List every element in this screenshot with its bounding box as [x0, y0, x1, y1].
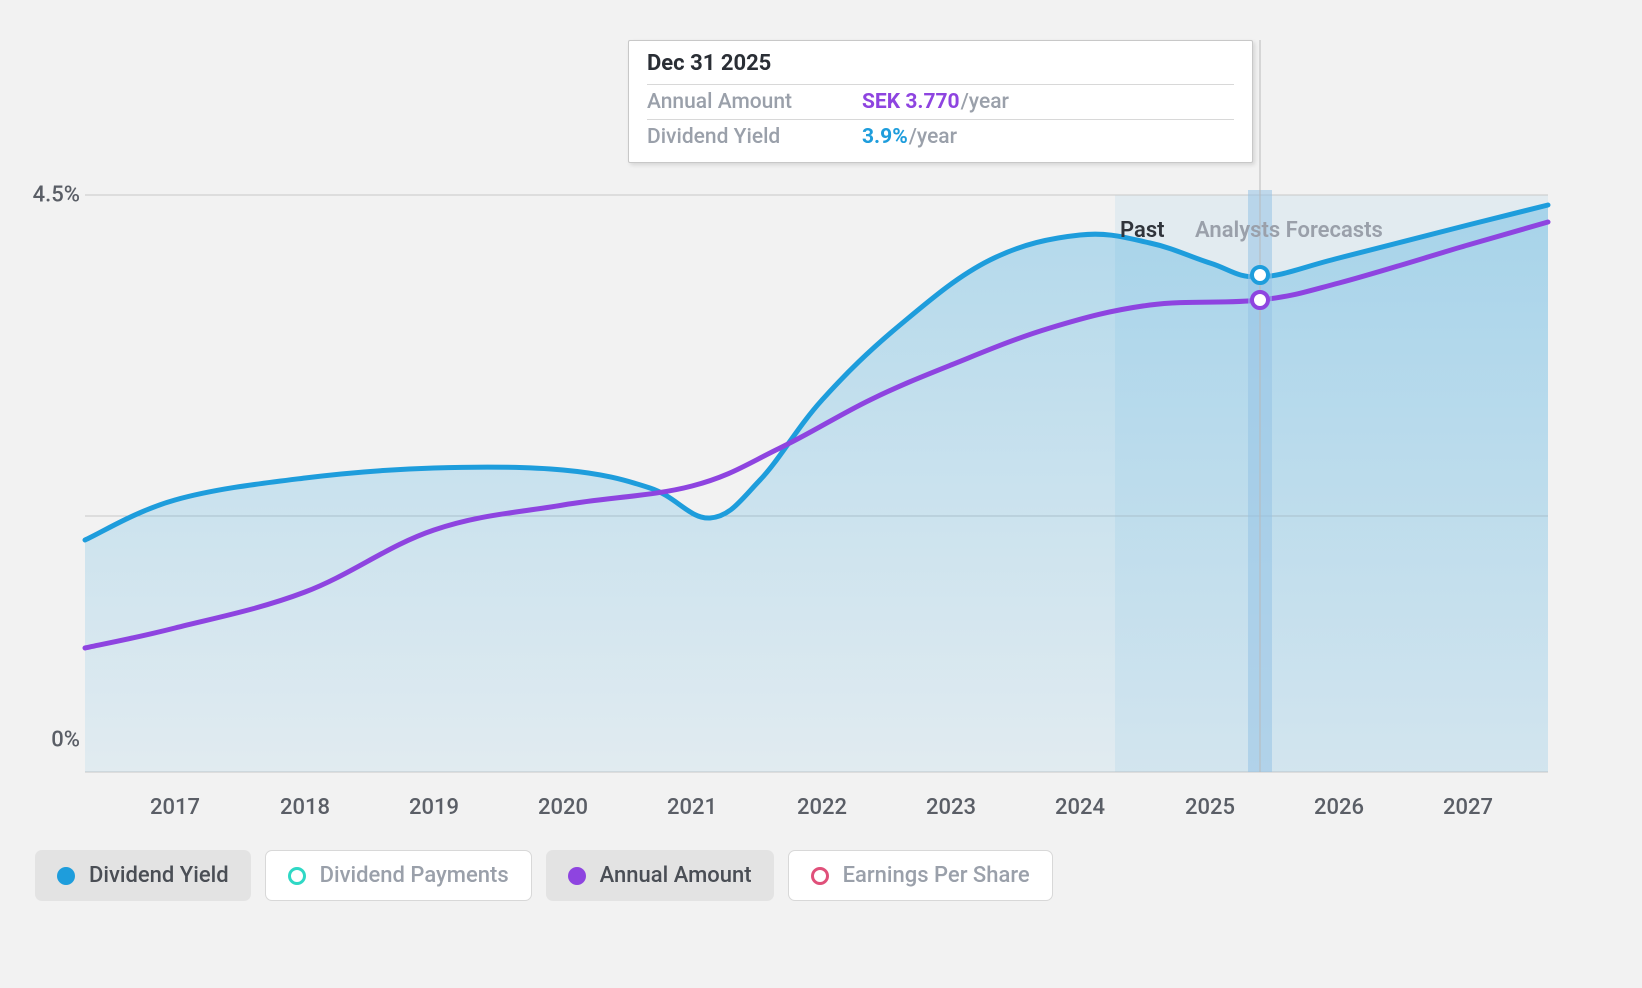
y-axis-tick-label: 0%: [51, 728, 80, 753]
legend-item-label: Earnings Per Share: [843, 863, 1030, 888]
x-axis-tick-label: 2019: [409, 795, 459, 820]
legend-marker-icon: [57, 867, 75, 885]
legend-marker-icon: [568, 867, 586, 885]
x-axis-tick-label: 2022: [797, 795, 847, 820]
legend-item-label: Dividend Payments: [320, 863, 509, 888]
legend-item-label: Dividend Yield: [89, 863, 229, 888]
chart-tooltip: Dec 31 2025 Annual AmountSEK 3.770/yearD…: [628, 40, 1253, 163]
legend-item-annual-amount[interactable]: Annual Amount: [546, 850, 774, 901]
legend-item-earnings-per-share[interactable]: Earnings Per Share: [788, 850, 1053, 901]
x-axis-tick-label: 2027: [1443, 795, 1493, 820]
legend-marker-icon: [288, 867, 306, 885]
tooltip-row-label: Dividend Yield: [647, 125, 862, 149]
legend-item-label: Annual Amount: [600, 863, 752, 888]
tooltip-row: Dividend Yield3.9%/year: [647, 119, 1234, 154]
y-axis-tick-label: 4.5%: [33, 183, 80, 208]
tooltip-row-value: SEK 3.770/year: [862, 90, 1009, 114]
x-axis-tick-label: 2026: [1314, 795, 1364, 820]
x-axis-tick-label: 2020: [538, 795, 588, 820]
tooltip-row-value: 3.9%/year: [862, 125, 957, 149]
x-axis-tick-label: 2024: [1055, 795, 1105, 820]
legend-item-dividend-payments[interactable]: Dividend Payments: [265, 850, 532, 901]
chart-legend: Dividend Yield Dividend Payments Annual Am…: [35, 850, 1053, 901]
x-axis-tick-label: 2025: [1185, 795, 1235, 820]
legend-marker-icon: [811, 867, 829, 885]
past-region-label: Past: [1120, 218, 1165, 243]
tooltip-row-label: Annual Amount: [647, 90, 862, 114]
forecast-region-label: Analysts Forecasts: [1195, 218, 1383, 243]
x-axis-tick-label: 2018: [280, 795, 330, 820]
x-axis-tick-label: 2017: [150, 795, 200, 820]
x-axis-tick-label: 2023: [926, 795, 976, 820]
dividend-chart: 4.5% 0% 2017 2018 2019 2020 2021 2022 2023 2024 2…: [0, 0, 1642, 988]
tooltip-row: Annual AmountSEK 3.770/year: [647, 84, 1234, 119]
legend-item-dividend-yield[interactable]: Dividend Yield: [35, 850, 251, 901]
x-axis-tick-label: 2021: [667, 795, 717, 820]
tooltip-date: Dec 31 2025: [647, 51, 1234, 84]
